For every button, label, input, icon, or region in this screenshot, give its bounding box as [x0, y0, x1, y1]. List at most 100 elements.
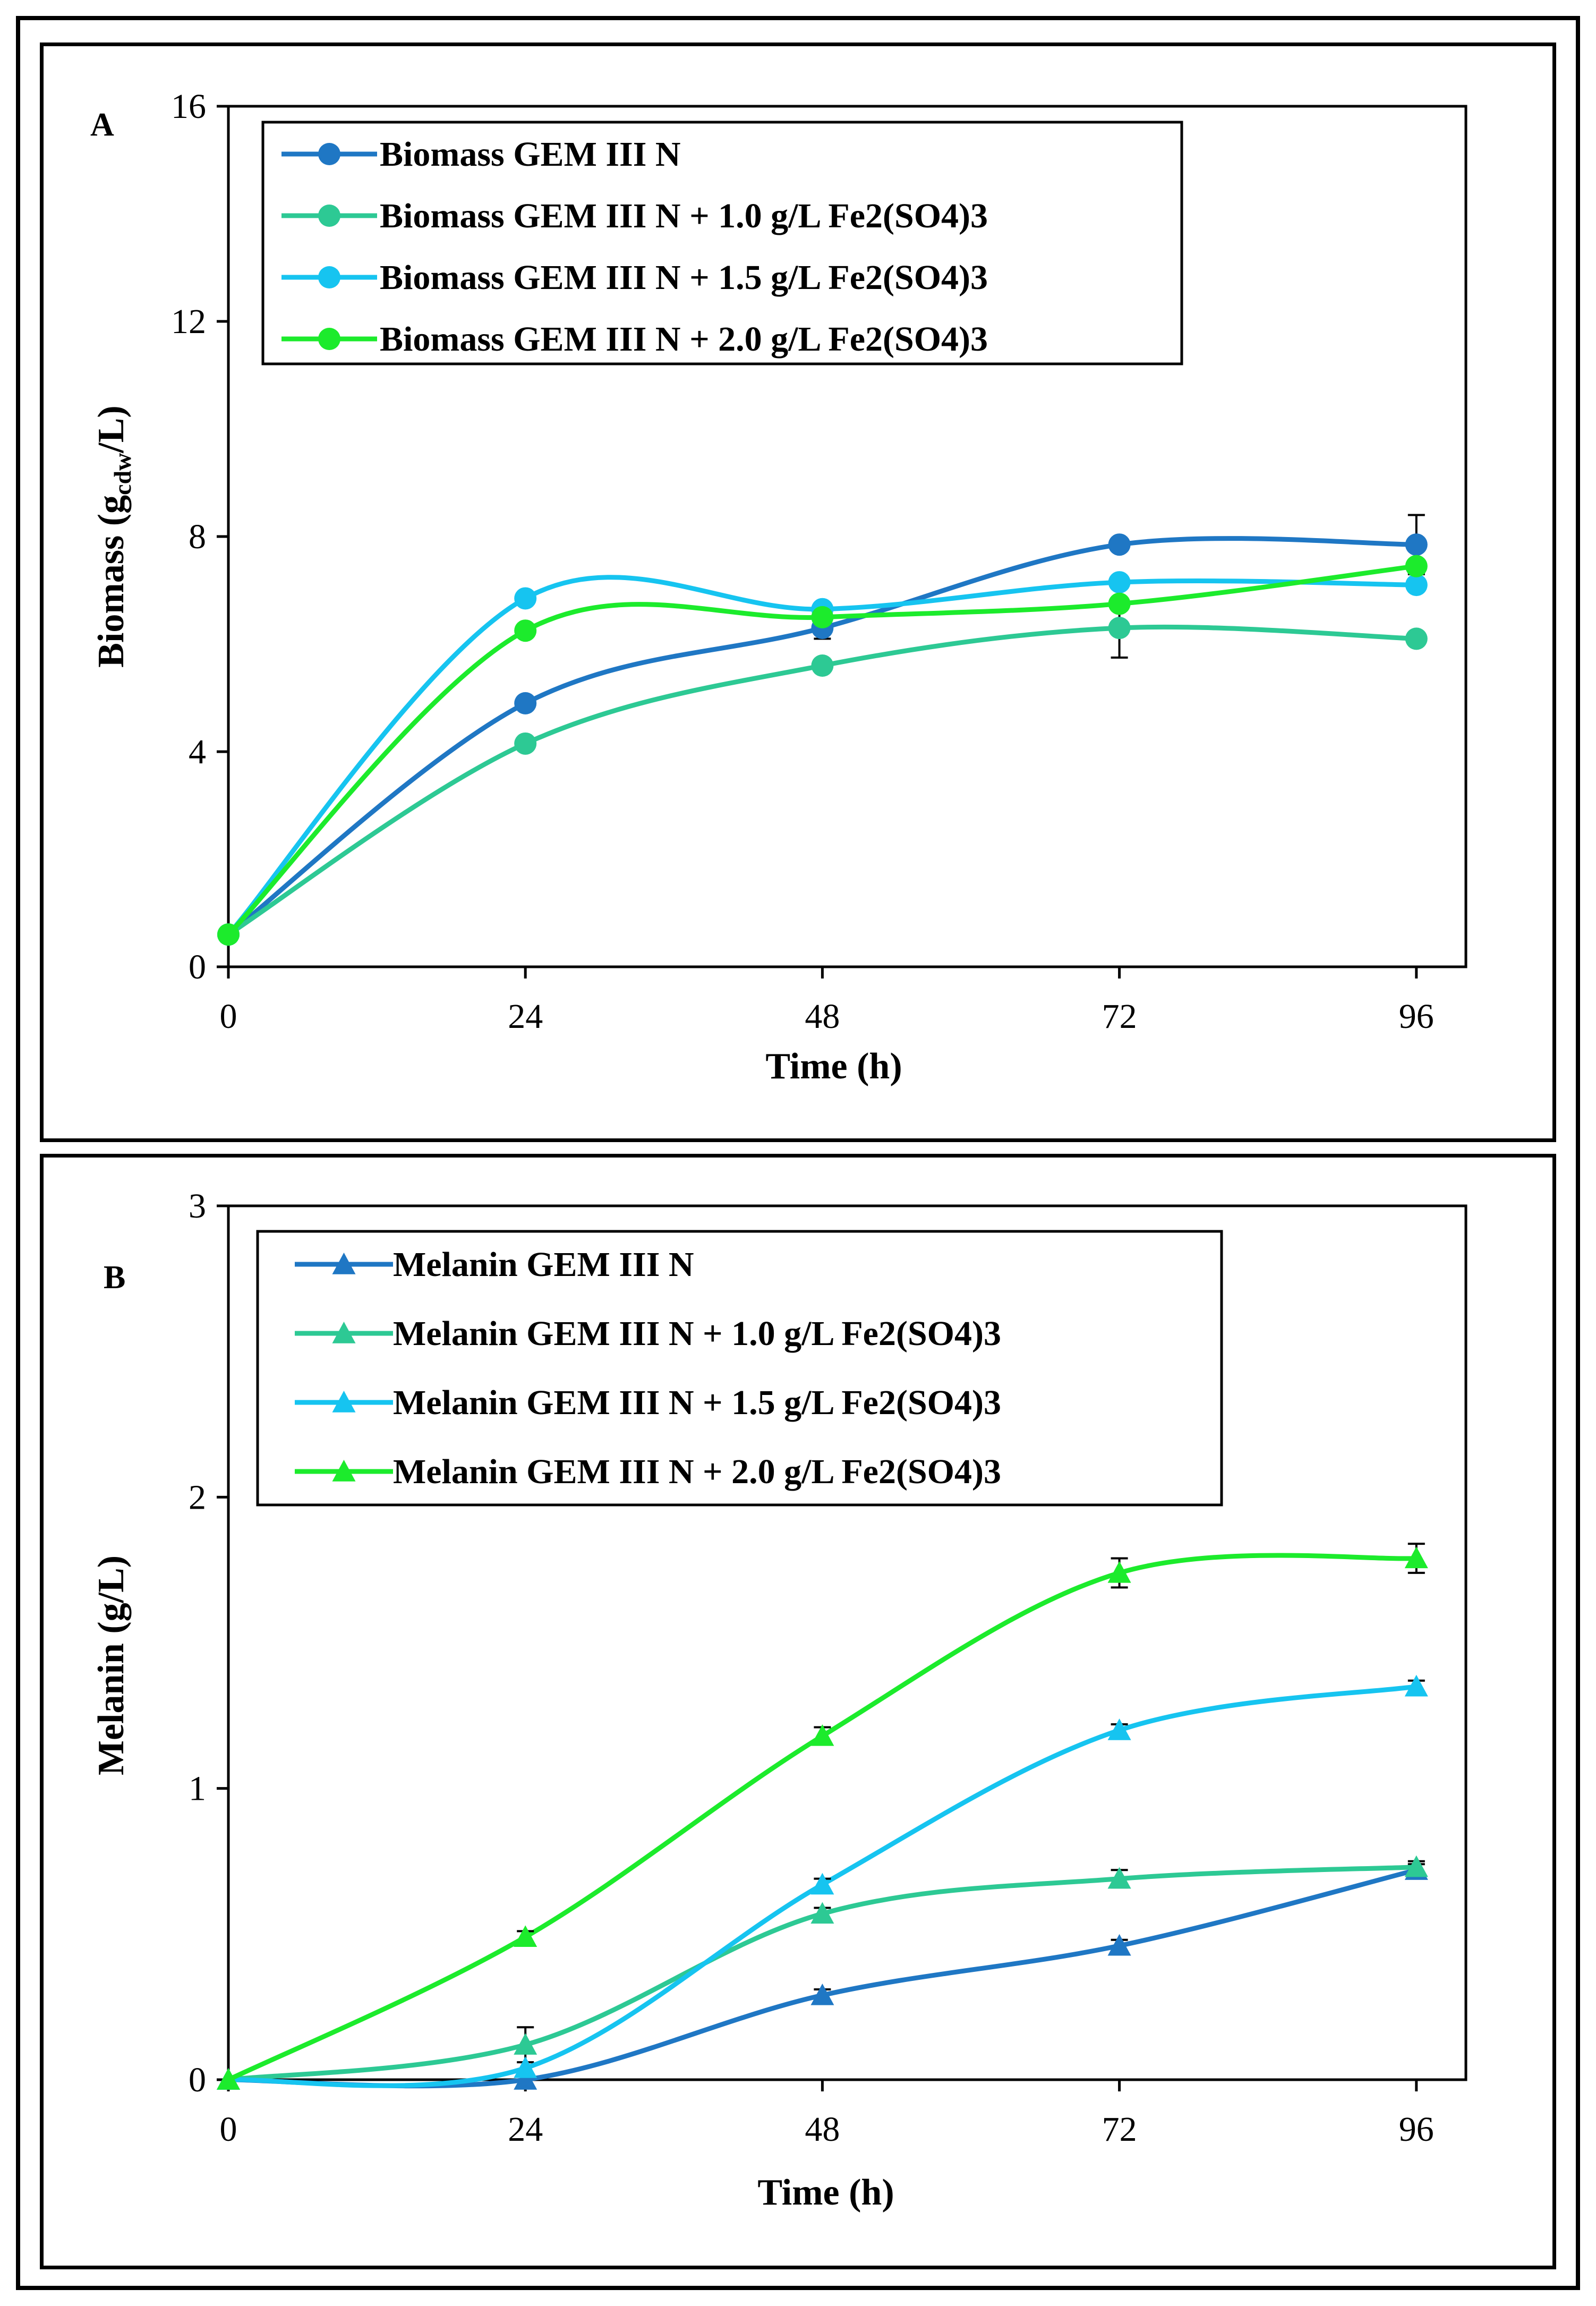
series-b-4 — [217, 1543, 1428, 2090]
y-axis-title-a: Biomass (gcdw/L) — [91, 405, 136, 667]
panel-label-b: B — [104, 1260, 125, 1296]
data-point — [810, 1902, 834, 1924]
data-point — [1107, 1867, 1131, 1889]
legend-item-a-1: Biomass GEM III N — [281, 135, 681, 174]
data-point — [514, 2056, 537, 2078]
legend-swatch-marker — [332, 1391, 356, 1412]
data-point — [811, 654, 834, 677]
legend-swatch-marker — [332, 1253, 356, 1274]
x-axis-ticks-a: 0 24 48 72 96 — [220, 967, 1434, 1036]
x-tick-label: 48 — [805, 997, 840, 1036]
legend-label: Biomass GEM III N — [380, 135, 681, 174]
data-point — [1404, 1674, 1428, 1697]
x-tick-label: 0 — [220, 2110, 237, 2149]
legend-item-a-3: Biomass GEM III N + 1.5 g/L Fe2(SO4)3 — [281, 258, 988, 297]
series-b-3 — [217, 1674, 1428, 2090]
y-axis-ticks-b: 0 1 2 3 — [189, 1187, 228, 2099]
y-axis-title-a-main: Biomass (g — [91, 495, 132, 668]
legend-label: Melanin GEM III N + 1.5 g/L Fe2(SO4)3 — [393, 1383, 1001, 1422]
y-tick-label: 12 — [171, 302, 206, 341]
x-tick-label: 48 — [805, 2110, 840, 2149]
y-tick-label: 3 — [189, 1187, 206, 1226]
data-point — [810, 1983, 834, 2005]
y-tick-label: 0 — [189, 948, 206, 986]
y-tick-label: 0 — [189, 2061, 206, 2099]
legend-b: Melanin GEM III N Melanin GEM III N + 1.0… — [256, 1230, 1223, 1507]
legend-label: Melanin GEM III N — [393, 1245, 694, 1284]
legend-label: Biomass GEM III N + 1.0 g/L Fe2(SO4)3 — [380, 197, 988, 235]
y-axis-title-b: Melanin (g/L) — [91, 1555, 132, 1775]
y-tick-label: 2 — [189, 1478, 206, 1517]
legend-item-a-2: Biomass GEM III N + 1.0 g/L Fe2(SO4)3 — [281, 197, 988, 235]
x-tick-label: 96 — [1399, 997, 1434, 1036]
y-axis-title-a-end: /L) — [91, 405, 132, 453]
series-line — [226, 564, 1417, 937]
legend-item-a-4: Biomass GEM III N + 2.0 g/L Fe2(SO4)3 — [281, 320, 988, 359]
series-group-a — [217, 514, 1428, 946]
series-a-4 — [217, 555, 1428, 946]
series-line — [228, 1865, 1416, 2082]
panel-a-frame — [40, 42, 1556, 1142]
legend-a: Biomass GEM III N Biomass GEM III N + 1.0… — [261, 121, 1183, 365]
y-tick-label: 4 — [189, 733, 206, 771]
legend-label: Melanin GEM III N + 2.0 g/L Fe2(SO4)3 — [393, 1452, 1001, 1491]
series-line — [226, 575, 1416, 937]
legend-a-box — [261, 121, 1183, 365]
x-tick-label: 0 — [220, 997, 237, 1036]
data-point — [1405, 555, 1428, 577]
x-axis-title-b: Time (h) — [757, 2172, 894, 2213]
legend-swatch-marker — [318, 143, 340, 165]
data-point — [1405, 574, 1428, 597]
legend-label: Melanin GEM III N + 1.0 g/L Fe2(SO4)3 — [393, 1314, 1001, 1353]
legend-swatch-marker — [318, 328, 340, 350]
legend-swatch-marker — [332, 1322, 356, 1343]
y-tick-label: 16 — [171, 87, 206, 126]
x-tick-label: 72 — [1102, 2110, 1137, 2149]
data-point — [1107, 1561, 1131, 1583]
x-tick-label: 96 — [1399, 2110, 1434, 2149]
data-point — [1108, 617, 1131, 640]
data-point — [514, 1925, 537, 1947]
y-tick-label: 1 — [189, 1769, 206, 1808]
data-point — [810, 1724, 834, 1746]
x-tick-label: 72 — [1102, 997, 1137, 1036]
data-point — [1108, 592, 1131, 615]
legend-item-b-4: Melanin GEM III N + 2.0 g/L Fe2(SO4)3 — [295, 1452, 1001, 1491]
plot-area-b — [227, 1204, 1467, 2081]
y-axis-title-a-sub: cdw — [109, 453, 136, 495]
panel-label-a: A — [90, 107, 114, 143]
x-tick-label: 24 — [508, 997, 543, 1036]
series-line — [227, 536, 1416, 937]
data-point — [1107, 1934, 1131, 1956]
legend-item-b-2: Melanin GEM III N + 1.0 g/L Fe2(SO4)3 — [295, 1314, 1001, 1353]
legend-swatch-marker — [318, 266, 340, 288]
data-point — [514, 732, 537, 755]
data-point — [514, 587, 537, 610]
data-point — [1405, 627, 1428, 650]
data-point — [217, 2068, 240, 2090]
data-point — [514, 2033, 537, 2055]
legend-swatch-marker — [332, 1460, 356, 1482]
y-tick-label: 8 — [189, 517, 206, 556]
x-axis-ticks-b: 0 24 48 72 96 — [220, 2080, 1434, 2149]
legend-swatch-marker — [318, 205, 340, 227]
data-point — [1108, 533, 1131, 556]
data-point — [1108, 571, 1131, 594]
x-tick-label: 24 — [508, 2110, 543, 2149]
y-axis-ticks-a: 0 4 8 12 16 — [171, 87, 228, 986]
data-point — [514, 692, 537, 714]
data-point — [514, 619, 537, 642]
data-point — [217, 923, 240, 946]
legend-b-box — [256, 1230, 1223, 1507]
data-point — [1404, 1855, 1428, 1877]
data-point — [1107, 1718, 1131, 1740]
data-point — [1405, 533, 1428, 556]
figure-outer-frame — [16, 16, 1580, 2290]
legend-label: Biomass GEM III N + 2.0 g/L Fe2(SO4)3 — [380, 320, 988, 359]
data-point — [1404, 1546, 1428, 1569]
legend-label: Biomass GEM III N + 1.5 g/L Fe2(SO4)3 — [380, 258, 988, 297]
panel-b-frame — [40, 1154, 1556, 2269]
legend-item-b-1: Melanin GEM III N — [295, 1245, 694, 1284]
